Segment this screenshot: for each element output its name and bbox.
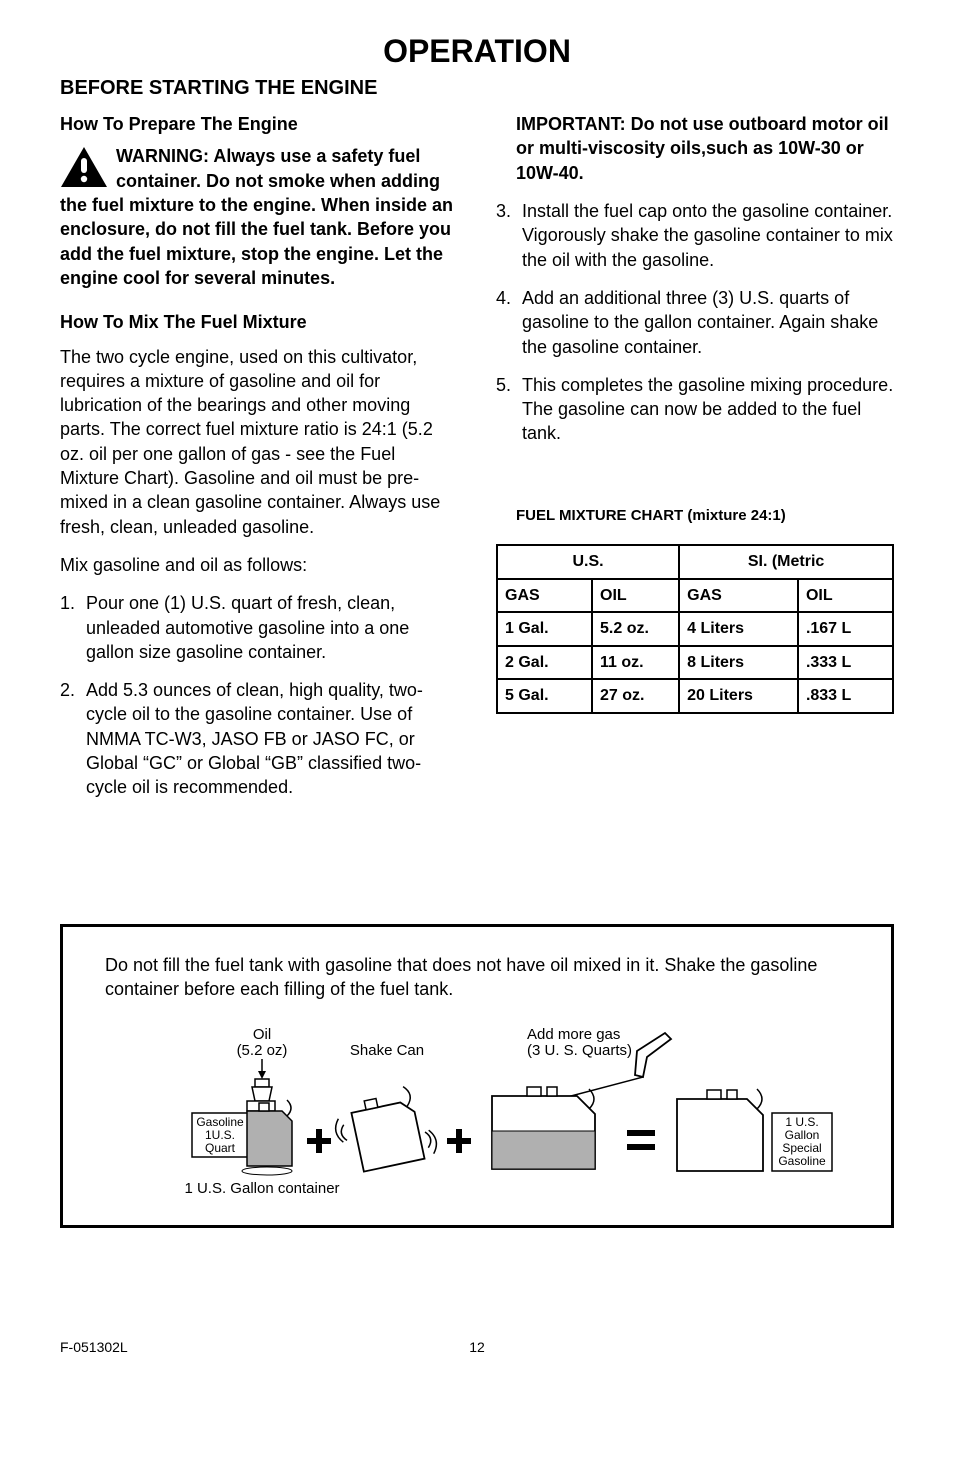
warning-triangle-icon: [60, 146, 108, 188]
footer-spacer: [734, 1338, 894, 1357]
fuel-mixing-diagram: Do not fill the fuel tank with gasoline …: [60, 924, 894, 1229]
right-column: IMPORTANT: Do not use outboard motor oil…: [496, 112, 894, 813]
two-column-layout: How To Prepare The Engine WARNING: Alway…: [60, 112, 894, 813]
fuel-mixture-table: U.S. SI. (Metric GAS OIL GAS OIL 1 Gal. …: [496, 544, 894, 714]
oil-qty-label: (5.2 oz): [237, 1042, 288, 1059]
diagram-intro-text: Do not fill the fuel tank with gasoline …: [95, 953, 859, 1002]
table-group-header-row: U.S. SI. (Metric: [497, 545, 893, 579]
cell: 5.2 oz.: [592, 612, 679, 646]
cell: .833 L: [798, 679, 893, 713]
mix-paragraph-1: The two cycle engine, used on this culti…: [60, 345, 458, 539]
step-number: 5.: [496, 373, 522, 446]
table-sub-header-row: GAS OIL GAS OIL: [497, 579, 893, 613]
step-text: Add an additional three (3) U.S. quarts …: [522, 286, 894, 359]
section-heading: BEFORE STARTING THE ENGINE: [60, 75, 894, 102]
table-row: 5 Gal. 27 oz. 20 Liters .833 L: [497, 679, 893, 713]
gallon-can-2-icon: [492, 1087, 595, 1169]
right-step-3: 3. Install the fuel cap onto the gasolin…: [496, 199, 894, 272]
gallon-can-1-icon: [242, 1100, 292, 1175]
step-number: 4.: [496, 286, 522, 359]
one-us-label: 1U.S.: [205, 1128, 235, 1142]
result-can-icon: [677, 1089, 763, 1171]
quart-label: Quart: [205, 1141, 236, 1155]
table-row: 2 Gal. 11 oz. 8 Liters .333 L: [497, 646, 893, 680]
step-number: 2.: [60, 678, 86, 799]
shake-can-icon: [330, 1082, 439, 1175]
shake-can-label: Shake Can: [350, 1042, 424, 1059]
cell: 5 Gal.: [497, 679, 592, 713]
step-text: Add 5.3 ounces of clean, high quality, t…: [86, 678, 458, 799]
doc-id: F-051302L: [60, 1338, 220, 1357]
warning-text: WARNING: Always use a safety fuel contai…: [60, 146, 453, 287]
warning-block: WARNING: Always use a safety fuel contai…: [60, 144, 458, 290]
add-gas-label: Add more gas: [527, 1026, 620, 1043]
col-gas-us: GAS: [497, 579, 592, 613]
result-label-box: 1 U.S. Gallon Special Gasoline: [772, 1113, 832, 1171]
important-note: IMPORTANT: Do not use outboard motor oil…: [496, 112, 894, 185]
step-number: 1.: [60, 591, 86, 664]
col-oil-us: OIL: [592, 579, 679, 613]
cell: 8 Liters: [679, 646, 798, 680]
step-text: This completes the gasoline mixing proce…: [522, 373, 894, 446]
fuel-chart-heading: FUEL MIXTURE CHART (mixture 24:1): [496, 506, 894, 526]
mixing-diagram-svg: Oil (5.2 oz) Gasoline 1U.S. Quart 1 U.S.…: [107, 1021, 847, 1201]
plus-icon: [307, 1129, 331, 1153]
gallon-container-label: 1 U.S. Gallon container: [184, 1180, 339, 1197]
cell: 20 Liters: [679, 679, 798, 713]
col-gas-si: GAS: [679, 579, 798, 613]
cell: 1 Gal.: [497, 612, 592, 646]
cell: .333 L: [798, 646, 893, 680]
oil-label: Oil: [253, 1026, 271, 1043]
table-row: 1 Gal. 5.2 oz. 4 Liters .167 L: [497, 612, 893, 646]
us-header: U.S.: [497, 545, 679, 579]
prepare-engine-heading: How To Prepare The Engine: [60, 112, 458, 136]
result-l1: 1 U.S.: [785, 1115, 818, 1129]
plus-icon: [447, 1129, 471, 1153]
add-gas-qty-label: (3 U. S. Quarts): [527, 1042, 632, 1059]
si-header: SI. (Metric: [679, 545, 893, 579]
gasoline-label: Gasoline: [196, 1115, 244, 1129]
left-column: How To Prepare The Engine WARNING: Alway…: [60, 112, 458, 813]
mix-paragraph-2: Mix gasoline and oil as follows:: [60, 553, 458, 577]
cell: .167 L: [798, 612, 893, 646]
right-step-4: 4. Add an additional three (3) U.S. quar…: [496, 286, 894, 359]
step-number: 3.: [496, 199, 522, 272]
result-l2: Gallon: [785, 1128, 820, 1142]
col-oil-si: OIL: [798, 579, 893, 613]
cell: 11 oz.: [592, 646, 679, 680]
result-l4: Gasoline: [778, 1154, 826, 1168]
mix-heading: How To Mix The Fuel Mixture: [60, 310, 458, 334]
left-step-1: 1. Pour one (1) U.S. quart of fresh, cle…: [60, 591, 458, 664]
step-text: Install the fuel cap onto the gasoline c…: [522, 199, 894, 272]
cell: 27 oz.: [592, 679, 679, 713]
result-l3: Special: [782, 1141, 821, 1155]
page-footer: F-051302L 12: [60, 1338, 894, 1357]
right-step-5: 5. This completes the gasoline mixing pr…: [496, 373, 894, 446]
equals-icon: [627, 1133, 655, 1147]
gasoline-quart-label: Gasoline 1U.S. Quart: [192, 1113, 248, 1157]
oil-bottle-icon: Oil (5.2 oz): [237, 1026, 288, 1111]
cell: 4 Liters: [679, 612, 798, 646]
cell: 2 Gal.: [497, 646, 592, 680]
left-step-2: 2. Add 5.3 ounces of clean, high quality…: [60, 678, 458, 799]
step-text: Pour one (1) U.S. quart of fresh, clean,…: [86, 591, 458, 664]
page-title: OPERATION: [60, 30, 894, 73]
page-number: 12: [220, 1338, 734, 1357]
